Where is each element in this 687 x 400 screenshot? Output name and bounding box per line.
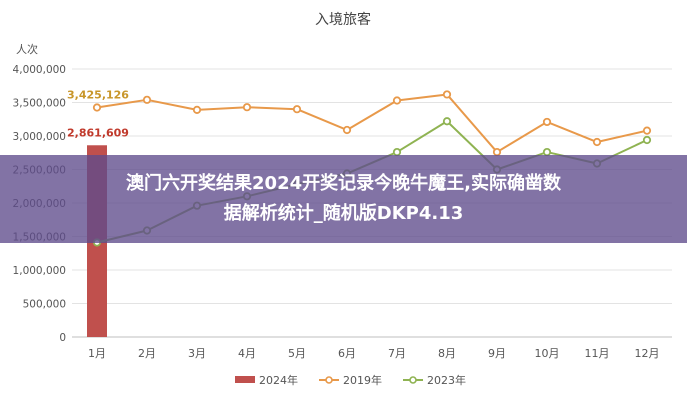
series-point xyxy=(192,105,202,114)
overlay-banner: 澳门六开奖结果2024开奖记录今晚牛魔王,实际确凿数 据解析统计_随机版DKP4… xyxy=(0,155,687,243)
legend-swatch xyxy=(235,376,255,383)
y-tick-label: 0 xyxy=(59,332,66,344)
chart-title: 入境旅客 xyxy=(315,11,371,28)
x-tick-label: 4月 xyxy=(238,347,256,360)
x-tick-labels: 1月 2月 3月 4月 5月 6月 7月 8月 9月 10月 11月 12月 xyxy=(88,347,660,360)
banner-line-1: 澳门六开奖结果2024开奖记录今晚牛魔王,实际确凿数 xyxy=(126,173,561,194)
series-point xyxy=(642,126,652,135)
legend: 2024年 2019年 2023年 xyxy=(235,373,466,387)
data-label: 2,861,609 xyxy=(67,126,129,139)
y-tick-label: 3,500,000 xyxy=(13,98,66,110)
y-tick-label: 4,000,000 xyxy=(13,64,66,76)
x-tick-label: 6月 xyxy=(338,347,356,360)
series-point xyxy=(642,135,652,145)
x-tick-label: 2月 xyxy=(138,347,156,360)
banner-line-2: 据解析统计_随机版DKP4.13 xyxy=(223,203,464,224)
series-point xyxy=(442,90,452,99)
legend-label: 2019年 xyxy=(343,373,382,387)
series-line xyxy=(96,93,648,154)
x-tick-label: 12月 xyxy=(635,347,660,360)
y-tick-label: 500,000 xyxy=(23,299,66,311)
legend-label: 2024年 xyxy=(259,373,298,387)
y-tick-label: 3,000,000 xyxy=(13,131,66,143)
series-point xyxy=(242,103,252,112)
legend-marker xyxy=(325,376,333,384)
series-point xyxy=(142,95,152,104)
x-tick-label: 8月 xyxy=(438,347,456,360)
x-tick-label: 11月 xyxy=(585,347,610,360)
series-point xyxy=(342,125,352,135)
x-tick-label: 7月 xyxy=(388,347,406,360)
x-tick-label: 3月 xyxy=(188,347,206,360)
data-labels: 2,861,609 3,425,126 xyxy=(67,89,129,140)
series-point xyxy=(392,96,402,105)
series-point xyxy=(292,105,302,114)
data-label: 3,425,126 xyxy=(67,89,129,102)
y-tick-label: 1,000,000 xyxy=(13,265,66,277)
series-point xyxy=(442,117,452,126)
series-point xyxy=(542,117,552,127)
legend-marker xyxy=(409,376,417,384)
x-tick-label: 1月 xyxy=(88,347,106,360)
series-point xyxy=(92,103,102,112)
x-tick-label: 10月 xyxy=(535,347,560,360)
legend-label: 2023年 xyxy=(427,373,466,387)
x-tick-label: 9月 xyxy=(488,347,506,360)
x-tick-label: 5月 xyxy=(288,347,306,360)
y-axis-label: 人次 xyxy=(16,42,38,56)
series-point xyxy=(592,137,602,147)
